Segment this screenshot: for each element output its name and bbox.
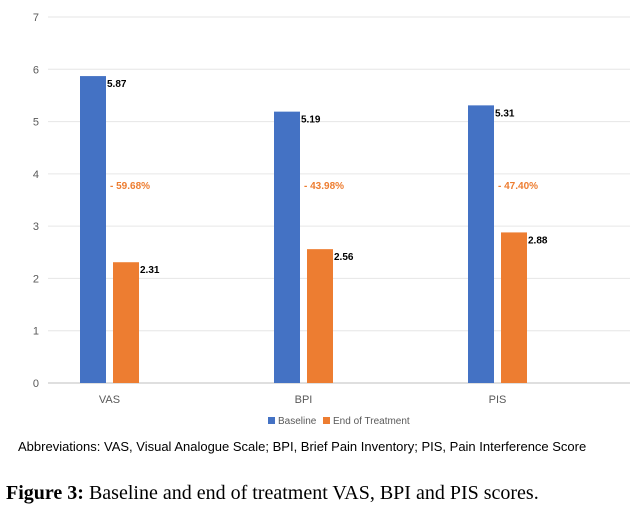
percent-change-label: - 43.98%: [304, 181, 344, 192]
y-tick-label: 3: [33, 221, 39, 233]
legend-label: Baseline: [278, 416, 317, 427]
bar-pis-baseline: [468, 105, 494, 383]
bar-pis-end-of-treatment: [501, 232, 527, 383]
percent-change-label: - 47.40%: [498, 181, 538, 192]
bar-vas-baseline: [80, 76, 106, 383]
y-tick-label: 1: [33, 326, 39, 338]
data-label: 5.87: [107, 79, 127, 90]
y-tick-label: 6: [33, 64, 39, 76]
x-tick-label: BPI: [295, 394, 313, 406]
y-tick-label: 2: [33, 273, 39, 285]
x-tick-label: PIS: [489, 394, 507, 406]
y-tick-label: 7: [33, 12, 39, 24]
figure-caption: Figure 3: Baseline and end of treatment …: [6, 482, 636, 505]
percent-change-label: - 59.68%: [110, 181, 150, 192]
abbreviations-note: Abbreviations: VAS, Visual Analogue Scal…: [18, 439, 587, 454]
y-tick-label: 5: [33, 117, 39, 129]
y-tick-label: 4: [33, 169, 39, 181]
legend-swatch: [268, 417, 275, 424]
bar-vas-end-of-treatment: [113, 262, 139, 383]
bar-bpi-baseline: [274, 111, 300, 383]
bar-bpi-end-of-treatment: [307, 249, 333, 383]
bar-chart: 0 1 2 3 4 5 6 7 5.87 2.31 VAS - 59.68% 5.19 2.56 BPI - …: [33, 12, 630, 427]
legend-label: End of Treatment: [333, 416, 410, 427]
data-label: 2.31: [140, 265, 160, 276]
data-label: 5.31: [495, 108, 515, 119]
data-label: 5.19: [301, 115, 321, 126]
data-label: 2.56: [334, 252, 354, 263]
x-tick-label: VAS: [99, 394, 120, 406]
figure-caption-text: Baseline and end of treatment VAS, BPI a…: [83, 482, 539, 504]
y-tick-label: 0: [33, 378, 39, 390]
legend-swatch: [323, 417, 330, 424]
data-label: 2.88: [528, 235, 548, 246]
figure-caption-label: Figure 3:: [6, 482, 84, 504]
